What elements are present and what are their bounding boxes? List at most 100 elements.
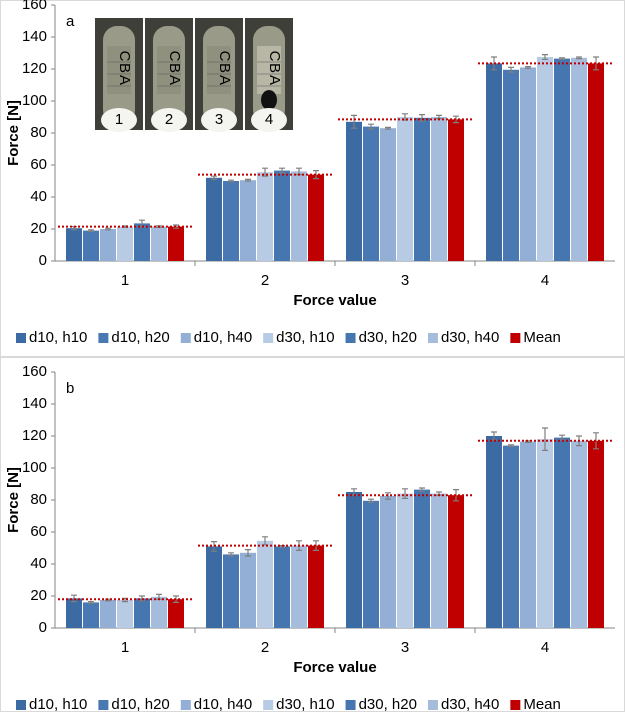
inset-marker: C xyxy=(266,51,283,62)
error-bar xyxy=(419,487,425,492)
inset-glare xyxy=(151,108,187,132)
bar xyxy=(168,599,184,628)
legend-label: d10, h10 xyxy=(29,329,87,346)
bar xyxy=(520,67,536,262)
y-tick-label: 0 xyxy=(39,252,47,269)
error-bar xyxy=(351,114,357,129)
error-bar xyxy=(508,444,514,447)
bar xyxy=(117,226,133,261)
bar xyxy=(503,445,519,628)
bar xyxy=(291,171,307,261)
inset-marker: C xyxy=(216,51,233,62)
legend-label: Mean xyxy=(523,329,561,346)
bar xyxy=(206,177,222,261)
error-bar xyxy=(88,229,94,232)
bar xyxy=(571,57,587,261)
bar xyxy=(151,596,167,628)
inset-number: 2 xyxy=(165,111,173,128)
legend-swatch xyxy=(98,700,109,710)
legend-swatch xyxy=(345,700,356,710)
panel-label: b xyxy=(66,380,74,397)
inset-number: 1 xyxy=(115,111,123,128)
y-tick-label: 120 xyxy=(22,427,47,444)
bar xyxy=(257,540,273,628)
inset-glare xyxy=(101,108,137,132)
y-tick-label: 20 xyxy=(30,220,47,237)
legend-swatch xyxy=(180,333,191,343)
legend-swatch xyxy=(427,700,438,710)
bar xyxy=(100,229,116,261)
bar xyxy=(397,493,413,628)
legend-label: d10, h40 xyxy=(194,329,252,346)
bar xyxy=(66,228,82,261)
x-tick-label: 3 xyxy=(401,272,409,289)
bar xyxy=(66,598,82,628)
bar xyxy=(363,126,379,261)
y-tick-label: 0 xyxy=(39,619,47,636)
y-tick-label: 40 xyxy=(30,555,47,572)
bar xyxy=(291,545,307,628)
y-tick-label: 140 xyxy=(22,395,47,412)
bar xyxy=(554,437,570,628)
bar xyxy=(414,489,430,628)
bar xyxy=(134,598,150,628)
y-tick-label: 60 xyxy=(30,156,47,173)
bar xyxy=(240,552,256,628)
legend-swatch xyxy=(16,700,26,710)
y-tick-label: 140 xyxy=(22,28,47,45)
inset-marker: A xyxy=(116,75,133,85)
inset-marker: B xyxy=(216,63,233,73)
legend-label: d30, h20 xyxy=(359,696,417,712)
x-tick-label: 1 xyxy=(121,639,129,656)
error-bar xyxy=(245,178,251,182)
bar xyxy=(380,496,396,628)
bar xyxy=(448,119,464,262)
error-bar xyxy=(385,126,391,130)
bar xyxy=(168,226,184,261)
error-bar xyxy=(402,488,408,499)
bar xyxy=(83,230,99,261)
inset-marker: B xyxy=(166,63,183,73)
bar xyxy=(431,493,447,628)
bar xyxy=(486,63,502,262)
y-tick-label: 80 xyxy=(30,124,47,141)
bar xyxy=(100,600,116,628)
inset-marker: B xyxy=(116,63,133,73)
legend-swatch xyxy=(263,700,274,710)
error-bar xyxy=(542,427,548,451)
y-tick-label: 80 xyxy=(30,491,47,508)
inset-marker: C xyxy=(166,51,183,62)
error-bar xyxy=(508,66,514,73)
legend-swatch xyxy=(263,333,274,343)
error-bar xyxy=(211,175,217,180)
legend-label: d30, h20 xyxy=(359,329,417,346)
legend-swatch xyxy=(98,333,109,343)
legend-swatch xyxy=(345,333,356,343)
inset-glare xyxy=(201,108,237,132)
bar xyxy=(308,545,324,628)
bar xyxy=(380,128,396,261)
x-axis-label: Force value xyxy=(293,659,376,676)
error-bar xyxy=(105,227,111,231)
inset-number: 3 xyxy=(215,111,223,128)
legend-swatch xyxy=(427,333,438,343)
error-bar xyxy=(228,179,234,183)
legend-swatch xyxy=(510,700,521,710)
error-bar xyxy=(559,57,565,60)
error-bar xyxy=(368,498,374,503)
y-tick-label: 160 xyxy=(22,0,47,13)
legend-label: d10, h20 xyxy=(111,696,169,712)
inset-marker: A xyxy=(166,75,183,85)
error-bar xyxy=(525,66,531,69)
panel-label: a xyxy=(66,13,75,30)
bar xyxy=(537,439,553,628)
bar xyxy=(274,546,290,628)
bar xyxy=(117,600,133,628)
legend-swatch xyxy=(16,333,26,343)
bar xyxy=(554,58,570,261)
legend-label: d30, h10 xyxy=(276,696,334,712)
bar xyxy=(588,63,604,262)
legend-label: d10, h10 xyxy=(29,696,87,712)
bar xyxy=(571,440,587,628)
